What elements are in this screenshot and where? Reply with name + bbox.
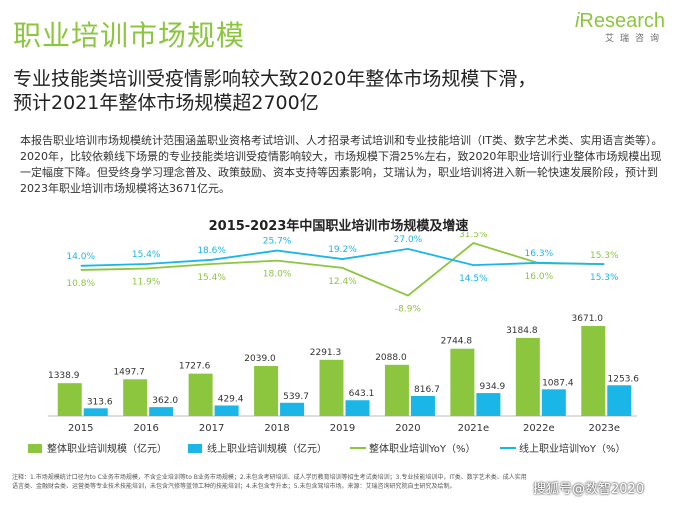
legend-label-0: 整体职业培训规模（亿元） [47, 442, 167, 455]
bar-total-2023e [581, 326, 606, 416]
label-total-yoy-2020: -8.9% [395, 305, 422, 315]
label-total-2018: 2039.0 [244, 354, 276, 364]
bar-online-2015 [83, 408, 108, 416]
tick-2016: 2016 [133, 423, 158, 434]
legend-swatch-0 [28, 444, 42, 453]
bar-total-2018 [254, 366, 279, 416]
label-online-yoy-2015: 14.0% [66, 252, 95, 262]
bar-total-2016 [123, 379, 148, 416]
label-total-2020: 2088.0 [375, 353, 407, 363]
tick-2023e: 2023e [588, 423, 620, 434]
label-online-yoy-2019: 19.2% [328, 245, 357, 255]
label-online-yoy-2020: 27.0% [394, 235, 423, 245]
bar-total-2020 [384, 364, 409, 416]
line-online-yoy [80, 247, 605, 267]
bar-total-2015 [57, 383, 82, 416]
label-online-yoy-2022e: 16.3% [525, 249, 554, 259]
tick-2019: 2019 [330, 423, 355, 434]
bar-total-2022e [515, 337, 540, 416]
bar-total-2019 [319, 359, 344, 416]
section-title: 职业培训市场规模 [13, 19, 246, 52]
label-total-2016: 1497.7 [113, 367, 145, 377]
bar-online-2016 [149, 407, 174, 416]
bar-online-2019 [345, 400, 370, 416]
label-total-2022e: 3184.8 [506, 326, 538, 336]
bar-online-2021e [476, 393, 501, 416]
label-total-yoy-2018: 18.0% [263, 270, 292, 280]
label-online-2017: 429.4 [218, 394, 244, 404]
label-total-yoy-2019: 12.4% [328, 277, 357, 287]
bar-total-2017 [188, 373, 213, 416]
watermark: 搜狐号@数智2020 [533, 482, 645, 497]
footnote: 注释：1.市场规模统计口径为to C业务市场规模，不含企业培训等to B业务市场… [12, 474, 527, 490]
label-online-yoy-2016: 15.4% [132, 250, 161, 260]
tick-2018: 2018 [264, 423, 289, 434]
label-total-yoy-2016: 11.9% [132, 278, 161, 288]
label-online-2020: 816.7 [414, 385, 440, 395]
body-paragraph: 本报告职业培训市场规模统计范围涵盖职业资格考试培训、人才招录考试培训和专业技能培… [20, 134, 663, 195]
market-size-chart: 1338.9 313.6 2015 1497.7 362.0 2016 1727.6 429.… [28, 232, 640, 455]
label-online-yoy-2023e: 15.3% [590, 273, 619, 283]
legend-label-2: 整体职业培训YoY（%） [369, 442, 476, 455]
label-online-yoy-2017: 18.6% [197, 246, 226, 256]
bar-online-2020 [410, 395, 435, 416]
label-total-yoy-2015: 10.8% [66, 279, 95, 289]
tick-2017: 2017 [199, 423, 224, 434]
label-online-2023e: 1253.6 [608, 374, 640, 384]
tick-2021e: 2021e [458, 423, 490, 434]
tick-2022e: 2022e [523, 423, 555, 434]
label-online-2022e: 1087.4 [542, 378, 574, 388]
label-total-2019: 2291.3 [310, 348, 342, 358]
headline-line-1: 专业技能类培训受疫情影响较大致2020年整体市场规模下滑， [13, 68, 537, 90]
bar-online-2017 [214, 405, 239, 416]
label-online-yoy-2018: 25.7% [263, 237, 292, 247]
line-total-yoy [80, 242, 605, 297]
legend-swatch-1 [188, 444, 202, 453]
label-online-2021e: 934.9 [480, 382, 506, 392]
tick-2020: 2020 [395, 423, 420, 434]
label-total-2021e: 2744.8 [441, 337, 473, 347]
legend-label-3: 线上职业培训YoY（%） [519, 442, 626, 455]
logo-brand: iResearch [574, 10, 665, 32]
label-total-2015: 1338.9 [48, 371, 80, 381]
headline: 专业技能类培训受疫情影响较大致2020年整体市场规模下滑， 预计2021年整体市… [13, 67, 673, 115]
label-total-yoy-2022e: 16.0% [525, 272, 554, 282]
label-online-2016: 362.0 [152, 396, 178, 406]
tick-2015: 2015 [68, 423, 93, 434]
label-online-2018: 539.7 [283, 392, 309, 402]
legend-label-1: 线上职业培训规模（亿元） [207, 442, 327, 455]
logo-cn-text: 艾瑞咨询 [604, 34, 665, 44]
label-total-2017: 1727.6 [179, 362, 211, 372]
label-online-2019: 643.1 [349, 389, 375, 399]
label-total-yoy-2017: 15.4% [197, 273, 226, 283]
label-total-2023e: 3671.0 [572, 314, 604, 324]
label-total-yoy-2021e: 31.5% [459, 232, 488, 240]
headline-line-2: 预计2021年整体市场规模超2700亿 [13, 92, 319, 114]
chart-title: 2015-2023年中国职业培训市场规模及增速 [208, 219, 469, 234]
bar-online-2023e [607, 385, 632, 416]
bar-total-2021e [450, 348, 475, 416]
iresearch-logo: iResearch 艾瑞咨询 [575, 10, 665, 44]
label-online-yoy-2021e: 14.5% [459, 274, 488, 284]
bar-online-2018 [280, 402, 305, 416]
label-online-2015: 313.6 [87, 397, 113, 407]
bar-online-2022e [541, 389, 566, 416]
label-total-yoy-2023e: 15.3% [590, 251, 619, 261]
